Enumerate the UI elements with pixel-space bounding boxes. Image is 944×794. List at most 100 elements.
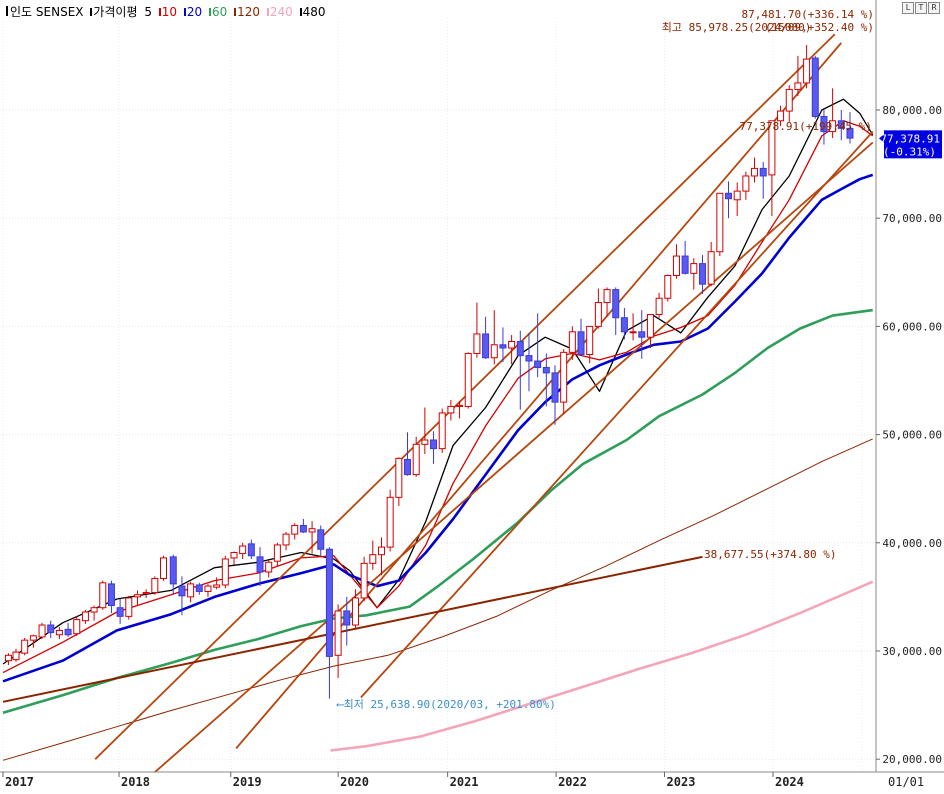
candle-body [560,351,568,403]
annotation-trendline: 38,677.55(+374.80 %) [704,548,836,561]
candle-body [638,331,646,338]
candle-body [334,610,342,656]
candle-body [187,583,195,598]
candle-body [811,57,819,117]
candle-body [829,120,837,133]
x-tick-label: 2019 [233,775,262,789]
candle-body [482,333,490,359]
x-tick-label: 2024 [775,775,804,789]
x-tick-label: 2023 [667,775,696,789]
button-t[interactable]: T [915,2,927,14]
candle-body [142,592,150,595]
ma-line-10 [2,120,874,674]
candle-body [672,255,680,277]
button-l[interactable]: L [902,2,914,14]
ma-line-240 [330,580,874,752]
legend-type-label: 가격이평 [93,5,138,19]
candle-body [195,584,203,592]
annotation-layer: 87,481.70(+336.14 %)최고 85,978.25(2024/09… [336,8,942,711]
candle-body [516,341,524,357]
candle-body [282,533,290,546]
candle-body [430,439,438,450]
candle-body [499,344,507,349]
annotation-low: ⟵최저 25,638.90(2020/03, +201.80%) [336,698,556,711]
candle-body [794,82,802,90]
candle-body [116,607,124,617]
candle-body [707,251,715,285]
legend-item-ma120: 120 [237,5,261,19]
candle-body [837,120,845,129]
candle-body [568,331,576,353]
candle-body [690,263,698,274]
candle-body [55,629,63,636]
legend-item-ma240: 240 [269,5,293,19]
candle-body [785,88,793,112]
candle-body [395,457,403,498]
legend-title: 인도 SENSEX [10,5,84,19]
candle-body [4,654,12,662]
annotation-top: 87,481.70(+336.14 %) [742,8,874,21]
price-badge-change: (-0.31%) [883,145,936,158]
candle-layer [4,45,854,699]
candle-body [525,355,533,362]
button-r[interactable]: R [928,2,940,14]
grid-layer [0,18,876,772]
y-tick-label: 40,000.00 [882,537,942,550]
candle-body [612,289,620,319]
candle-body [125,597,133,617]
y-tick-label: 20,000.00 [882,753,942,766]
candle-body [29,635,37,641]
candle-body [160,557,168,579]
x-tick-label: 01/01 [888,775,924,789]
candle-body [594,302,602,327]
candle-body [629,331,637,334]
candle-body [490,344,498,359]
x-tick-label: 2020 [340,775,369,789]
candle-body [698,263,706,285]
candle-body [551,372,559,403]
candle-body [273,544,281,562]
candle-body [820,115,828,133]
candle-body [256,556,264,573]
candle-body [421,439,429,445]
candle-body [107,583,115,607]
candle-body [81,611,89,622]
price-badge [884,130,942,159]
candle-body [377,546,385,556]
legend-swatch-ma60 [209,8,212,16]
price-badge-pointer [879,133,885,144]
candle-body [716,192,724,253]
candle-body [73,619,81,635]
legend-item-ma5: 5 [144,5,152,19]
y-tick-label: 80,000.00 [882,104,942,117]
candle-body [90,607,98,613]
candle-body [247,543,255,557]
candle-body [438,412,446,450]
candle-body [308,528,316,533]
candle-body [508,341,516,349]
candle-body [464,352,472,407]
candle-body [351,597,359,626]
candle-body [21,639,29,654]
candle-body [265,561,273,573]
candle-body [151,577,159,594]
chart-legend: 인도 SENSEX 가격이평 5 10 20 60 120 240 480 [6,3,329,20]
y-tick-label: 70,000.00 [882,212,942,225]
x-tick-label: 2017 [5,775,34,789]
ma-line-20 [2,173,874,683]
candle-body [178,585,186,597]
candle-body [221,558,229,586]
candle-body [404,458,412,476]
candle-body [64,628,72,636]
trendline [154,141,874,773]
candle-body [343,610,351,626]
annotation-current: 77,378.91(+199.45 %) [740,120,872,133]
candle-body [133,594,141,598]
candle-body [803,58,811,84]
ma-line-120 [2,438,873,761]
ma-line-60 [2,308,873,714]
candle-body [369,554,377,564]
candle-body [204,585,212,592]
annotation-high-extra: (15000) [765,21,811,34]
